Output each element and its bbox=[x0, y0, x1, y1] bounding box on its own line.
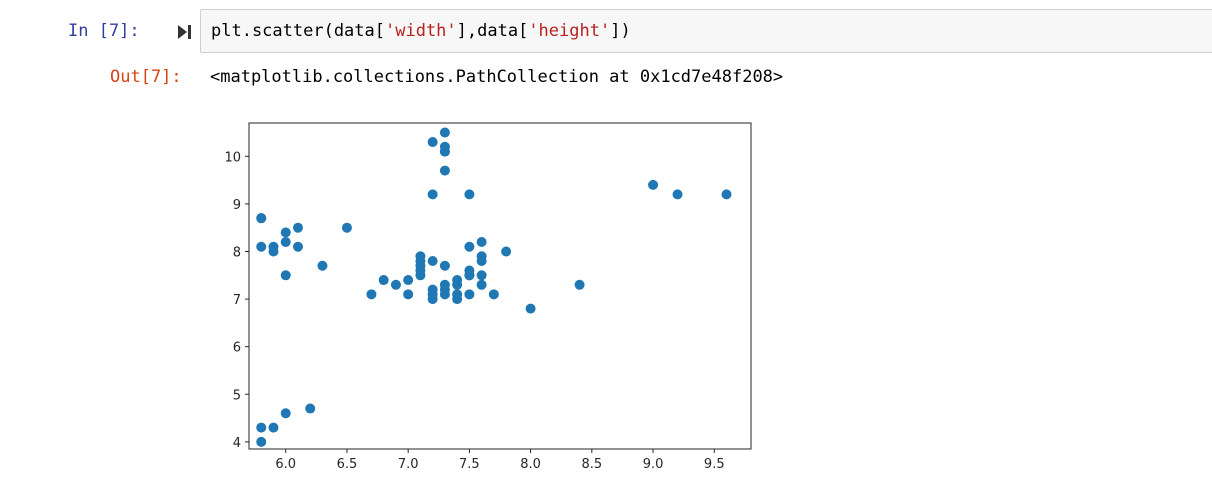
y-tick-label: 9 bbox=[233, 198, 241, 213]
scatter-point bbox=[464, 241, 475, 252]
scatter-point bbox=[403, 289, 414, 300]
scatter-point bbox=[672, 189, 683, 200]
scatter-point bbox=[574, 279, 585, 290]
scatter-point bbox=[256, 213, 267, 224]
x-axis: 6.0 6.5 7.0 7.5 8.0 8.5 9.0 9.5 bbox=[275, 449, 725, 472]
scatter-point bbox=[415, 251, 426, 262]
x-tick-label: 6.0 bbox=[275, 457, 296, 472]
scatter-point bbox=[256, 241, 267, 252]
scatter-point bbox=[256, 422, 267, 433]
scatter-point bbox=[280, 236, 291, 247]
scatter-point bbox=[476, 270, 487, 281]
scatter-point bbox=[464, 189, 475, 200]
scatter-points bbox=[256, 127, 732, 447]
scatter-point bbox=[439, 146, 450, 157]
y-tick-label: 10 bbox=[224, 150, 241, 165]
scatter-point bbox=[488, 289, 499, 300]
code-text: ]) bbox=[610, 21, 631, 41]
code-text: plt.scatter(data[ bbox=[211, 21, 385, 41]
scatter-point bbox=[378, 275, 389, 286]
scatter-point bbox=[317, 260, 328, 271]
scatter-point bbox=[280, 270, 291, 281]
y-tick-label: 6 bbox=[233, 341, 241, 356]
scatter-point bbox=[305, 403, 316, 414]
scatter-point bbox=[648, 179, 659, 190]
y-tick-label: 4 bbox=[233, 436, 241, 451]
scatter-point bbox=[280, 227, 291, 238]
scatter-point bbox=[280, 408, 291, 419]
code-string: 'height' bbox=[528, 21, 611, 41]
scatter-point bbox=[476, 256, 487, 267]
scatter-point bbox=[390, 279, 401, 290]
x-tick-label: 7.5 bbox=[459, 457, 480, 472]
x-tick-label: 9.0 bbox=[643, 457, 664, 472]
scatter-point bbox=[464, 270, 475, 281]
output-text: <matplotlib.collections.PathCollection a… bbox=[210, 67, 784, 87]
scatter-point bbox=[427, 137, 438, 148]
y-tick-label: 8 bbox=[233, 245, 241, 260]
scatter-point bbox=[439, 289, 450, 300]
scatter-plot: 6.0 6.5 7.0 7.5 8.0 8.5 9.0 9.5 4 5 6 7 8 9 10 bbox=[224, 122, 752, 472]
y-tick-label: 5 bbox=[233, 388, 241, 403]
y-tick-label: 7 bbox=[233, 293, 241, 308]
scatter-point bbox=[439, 260, 450, 271]
scatter-point bbox=[476, 279, 487, 290]
scatter-point bbox=[452, 279, 463, 290]
scatter-point bbox=[268, 422, 279, 433]
scatter-point bbox=[427, 294, 438, 305]
scatter-point bbox=[268, 246, 279, 257]
scatter-point bbox=[256, 436, 267, 447]
code-string: 'width' bbox=[385, 21, 457, 41]
x-tick-label: 7.0 bbox=[398, 457, 419, 472]
scatter-point bbox=[452, 294, 463, 305]
scatter-point bbox=[415, 260, 426, 271]
scatter-point bbox=[464, 289, 475, 300]
scatter-point bbox=[366, 289, 377, 300]
input-prompt: In [7]: bbox=[68, 21, 140, 41]
x-tick-label: 8.5 bbox=[581, 457, 602, 472]
scatter-point bbox=[427, 189, 438, 200]
scatter-point bbox=[525, 303, 536, 314]
scatter-point bbox=[721, 189, 732, 200]
scatter-point bbox=[341, 222, 352, 233]
code-text: ],data[ bbox=[456, 21, 529, 41]
run-step-icon[interactable] bbox=[176, 24, 192, 40]
scatter-point bbox=[476, 236, 487, 247]
y-axis: 4 5 6 7 8 9 10 bbox=[224, 150, 249, 451]
x-tick-label: 6.5 bbox=[337, 457, 358, 472]
code-input-area[interactable]: plt.scatter(data['width'],data['height']… bbox=[200, 9, 1212, 53]
plot-frame bbox=[248, 122, 752, 450]
scatter-point bbox=[403, 275, 414, 286]
scatter-point bbox=[292, 241, 303, 252]
scatter-point bbox=[439, 127, 450, 138]
scatter-point bbox=[292, 222, 303, 233]
scatter-point bbox=[427, 256, 438, 267]
scatter-point bbox=[439, 165, 450, 176]
code-line[interactable]: plt.scatter(data['width'],data['height']… bbox=[211, 20, 631, 42]
output-prompt: Out[7]: bbox=[110, 67, 182, 87]
scatter-point bbox=[501, 246, 512, 257]
x-tick-label: 9.5 bbox=[704, 457, 725, 472]
x-tick-label: 8.0 bbox=[520, 457, 541, 472]
